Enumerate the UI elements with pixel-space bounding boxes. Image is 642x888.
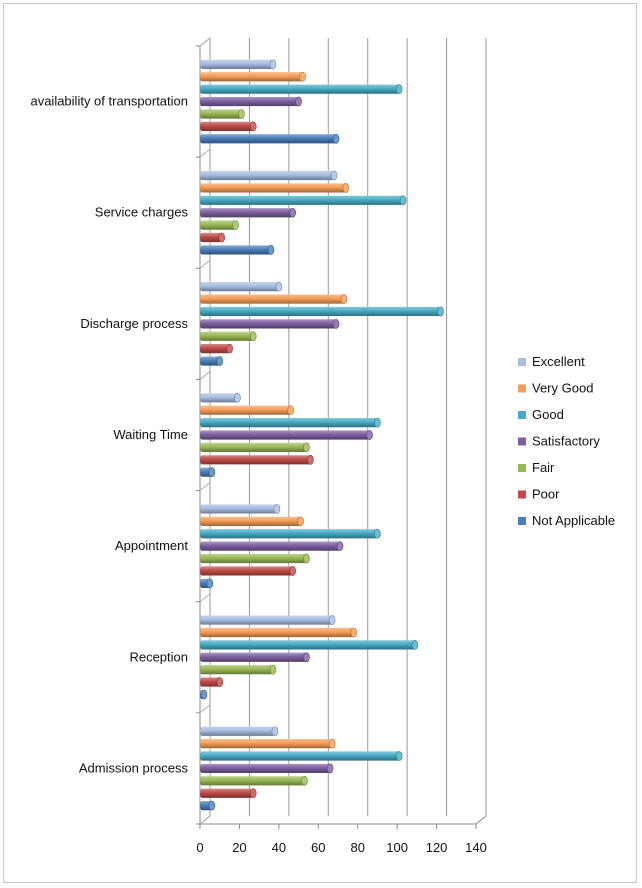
x-tick-labels: 0 20 40 60 80 100 120 140 (196, 824, 487, 855)
bar-fair-discharge-process (200, 331, 257, 342)
bar-fair-service-charges (200, 220, 239, 231)
bar-fair-availability-of-transportation (200, 109, 245, 119)
bar-excellent-waiting-time (200, 392, 241, 403)
bar-good-appointment (200, 528, 381, 539)
legend-item-not-applicable: Not Applicable (518, 513, 615, 528)
bar-not-applicable-reception (200, 689, 208, 700)
category-label: Reception (129, 649, 188, 664)
legend-item-poor: Poor (518, 487, 560, 502)
bar-satisfactory-discharge-process (200, 318, 340, 329)
bar-very-good-service-charges (200, 183, 350, 193)
bar-satisfactory-service-charges (200, 207, 296, 218)
bars (200, 59, 444, 811)
bar-not-applicable-waiting-time (200, 467, 216, 478)
wall-divider (199, 815, 211, 825)
category-label: Waiting Time (113, 427, 188, 442)
bar-not-applicable-service-charges (200, 245, 275, 255)
svg-text:Good: Good (532, 407, 564, 422)
bar-poor-waiting-time (200, 454, 314, 465)
x-tick-label: 20 (232, 840, 246, 855)
bar-poor-appointment (200, 566, 296, 576)
svg-text:Satisfactory: Satisfactory (532, 434, 600, 449)
bar-fair-admission-process (200, 775, 308, 786)
category-label: availability of transportation (30, 94, 188, 109)
bar-poor-reception (200, 677, 224, 687)
bar-fair-appointment (200, 553, 310, 564)
x-tick-label: 60 (311, 840, 325, 855)
bar-good-reception (200, 639, 419, 650)
wall-divider (199, 37, 211, 47)
bar-poor-availability-of-transportation (200, 121, 257, 132)
bar-poor-service-charges (200, 232, 225, 243)
bar-poor-discharge-process (200, 343, 233, 354)
bar-good-service-charges (200, 195, 407, 206)
category-label: Service charges (95, 205, 189, 220)
wall-divider (199, 593, 211, 603)
svg-text:Poor: Poor (532, 487, 560, 502)
svg-text:Not Applicable: Not Applicable (532, 513, 615, 528)
x-tick-label: 100 (386, 840, 408, 855)
bar-fair-waiting-time (200, 442, 310, 453)
svg-text:Fair: Fair (532, 460, 555, 475)
category-label: Admission process (79, 760, 189, 775)
x-tick-label: 120 (426, 840, 448, 855)
bar-satisfactory-appointment (200, 541, 344, 552)
legend-item-satisfactory: Satisfactory (518, 434, 600, 449)
x-tick-label: 0 (196, 840, 203, 855)
bar-good-discharge-process (200, 306, 444, 317)
legend-item-good: Good (518, 407, 564, 422)
wall-divider (199, 371, 211, 380)
bar-chart: Admission process Reception Appointment Wai… (30, 36, 615, 855)
legend-item-excellent: Excellent (518, 354, 585, 369)
bar-good-availability-of-transportation (200, 84, 403, 95)
bar-excellent-appointment (200, 504, 281, 514)
legend-item-very-good: Very Good (518, 381, 593, 396)
bar-fair-reception (200, 664, 277, 675)
legend: Excellent Very Good Good Satisfactory Fair Po… (518, 354, 615, 528)
bar-excellent-admission-process (200, 726, 279, 737)
category-labels: Admission process Reception Appointment Wai… (30, 94, 188, 776)
bar-excellent-availability-of-transportation (200, 59, 277, 70)
x-tick-label: 140 (465, 840, 487, 855)
x-tick-label: 40 (272, 840, 286, 855)
bar-satisfactory-admission-process (200, 763, 334, 774)
wall-divider (199, 259, 211, 269)
chart-frame: Admission process Reception Appointment Wai… (3, 3, 637, 883)
bar-excellent-service-charges (200, 170, 338, 181)
bar-excellent-discharge-process (200, 281, 283, 292)
bar-not-applicable-admission-process (200, 800, 216, 811)
bar-not-applicable-discharge-process (200, 356, 224, 366)
wall-divider (199, 704, 211, 714)
floor-edge (475, 815, 487, 825)
bar-very-good-appointment (200, 516, 304, 527)
bar-satisfactory-availability-of-transportation (200, 96, 302, 107)
bar-very-good-reception (200, 627, 358, 638)
wall-divider (199, 482, 211, 491)
bar-poor-admission-process (200, 788, 257, 799)
bar-very-good-waiting-time (200, 405, 294, 416)
svg-text:Very Good: Very Good (532, 381, 593, 396)
legend-item-fair: Fair (518, 460, 555, 475)
category-label: Appointment (115, 538, 188, 553)
bar-not-applicable-availability-of-transportation (200, 133, 340, 144)
bar-good-admission-process (200, 751, 403, 761)
wall-divider (199, 148, 211, 158)
bar-not-applicable-appointment (200, 578, 214, 589)
bar-very-good-admission-process (200, 738, 336, 749)
bar-very-good-availability-of-transportation (200, 71, 306, 82)
bar-good-waiting-time (200, 417, 381, 428)
bar-very-good-discharge-process (200, 294, 348, 304)
bar-excellent-reception (200, 615, 336, 625)
x-tick-label: 80 (350, 840, 364, 855)
bar-satisfactory-waiting-time (200, 430, 373, 440)
svg-text:Excellent: Excellent (532, 354, 585, 369)
bar-satisfactory-reception (200, 652, 310, 663)
category-label: Discharge process (80, 316, 188, 331)
